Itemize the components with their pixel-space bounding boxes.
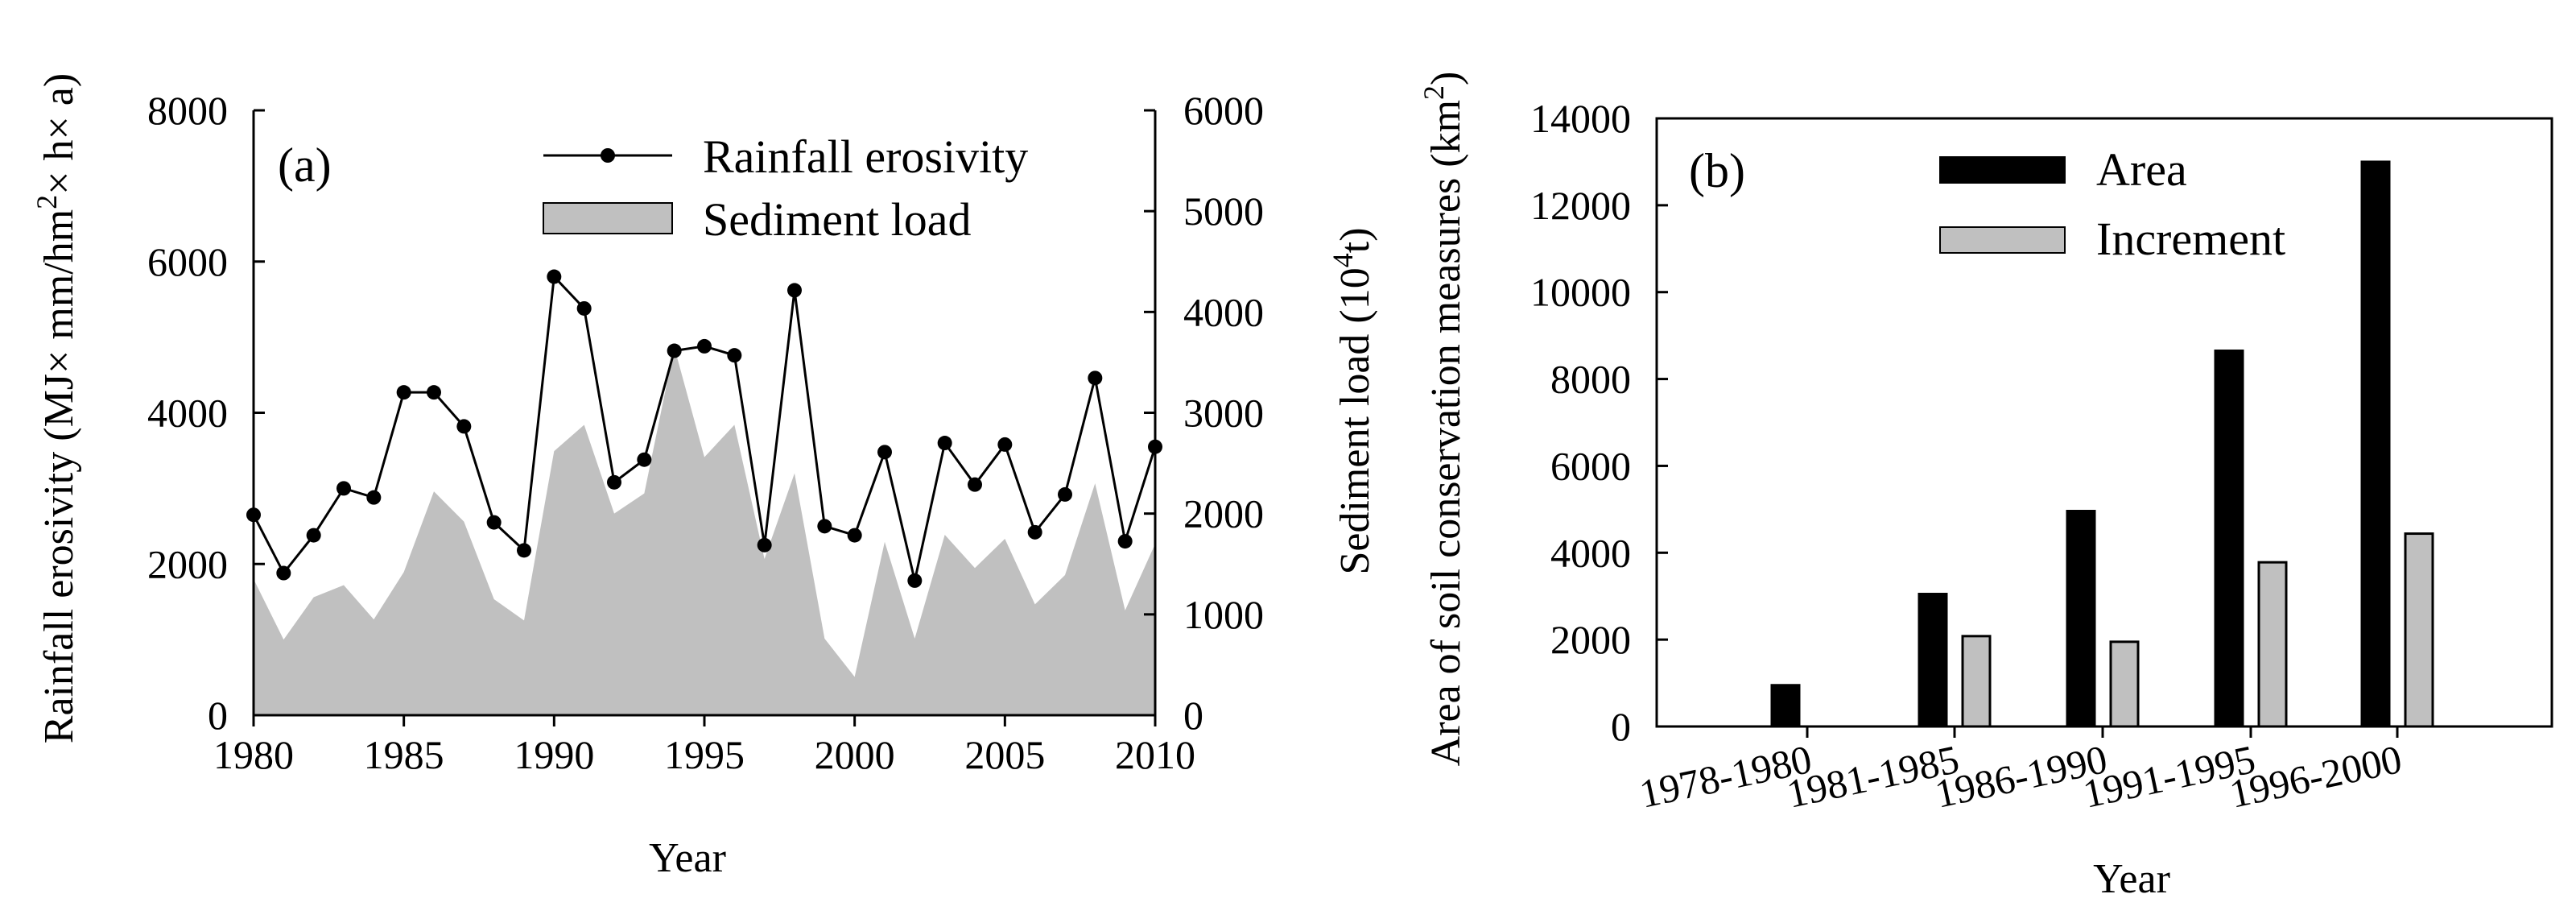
sediment-load-area: [254, 347, 1155, 715]
panel-a-x-tick-label: 1985: [364, 732, 444, 777]
panel-b-y-tick-label: 0: [1611, 704, 1631, 749]
panel-a-y-tick-label: 2000: [147, 541, 228, 586]
panel-b-y-tick-label: 8000: [1550, 357, 1631, 402]
bar-increment-1986-1990: [2109, 640, 2140, 728]
panel-a-y2-tick-label: 1000: [1183, 592, 1264, 637]
rainfall-point-1999: [817, 519, 832, 534]
rainfall-point-2005: [997, 437, 1013, 452]
panel-a-y-axis-title: Rainfall erosivity (MJ× mm/hm2× h× a): [31, 73, 82, 743]
rainfall-point-2000: [847, 528, 862, 543]
rainfall-point-2006: [1027, 524, 1042, 540]
rainfall-point-2007: [1058, 486, 1072, 502]
panel-b-y-tick-label: 14000: [1530, 96, 1631, 141]
bar-increment-1991-1995: [2257, 561, 2288, 728]
panel-a-y-tick-label: 4000: [147, 391, 228, 436]
panel-a-y2-tick-label: 0: [1183, 693, 1203, 738]
panel-b-y-tick-label: 2000: [1550, 617, 1631, 662]
panel-a-x-tick-label: 2010: [1115, 732, 1195, 777]
rainfall-point-1993: [637, 452, 652, 467]
panel-a-y-tick-label: 8000: [147, 88, 228, 133]
bar-area-1991-1995: [2214, 350, 2244, 728]
panel-a-x-axis-title: Year: [649, 835, 726, 881]
panel-b-y-tick-label: 6000: [1550, 443, 1631, 488]
panel-a-y2-tick-label: 6000: [1183, 88, 1264, 133]
rainfall-point-2003: [937, 436, 952, 451]
rainfall-point-1994: [667, 343, 682, 358]
panel-a-axes: 1980 1985 1990 1995 2000 2005 2010020004000600…: [147, 88, 1264, 777]
panel-b-y-axis-title: Area of soil conservation measures (km2): [1418, 72, 1469, 767]
panel-a-legend: Rainfall erosivity Sediment load: [543, 130, 1028, 246]
panel-a-y-tick-label: 6000: [147, 239, 228, 284]
panel-b-x-tick-label: 1996-2000: [2226, 736, 2406, 817]
rainfall-point-1996: [727, 348, 742, 363]
rainfall-point-1987: [456, 419, 472, 434]
bar-area-1981-1985: [1918, 593, 1948, 728]
rainfall-point-1983: [336, 481, 351, 496]
panel-a-x-tick-label: 2000: [815, 732, 895, 777]
legend-increment-label: Increment: [2096, 213, 2285, 265]
bar-area-1996-2000: [2360, 160, 2391, 728]
rainfall-point-1991: [576, 300, 592, 316]
panel-a-y-tick-label: 0: [208, 693, 228, 738]
rainfall-point-1990: [547, 269, 562, 284]
rainfall-point-2008: [1088, 370, 1103, 386]
legend-sediment-label: Sediment load: [703, 193, 971, 246]
bar-area-1986-1990: [2066, 510, 2096, 728]
rainfall-point-1997: [757, 537, 772, 553]
rainfall-point-2004: [968, 477, 982, 492]
panel-a-label: (a): [278, 139, 332, 192]
bar-increment-1996-2000: [2404, 532, 2434, 728]
sediment-area-layer: [254, 347, 1155, 715]
panel-b-y-tick-label: 12000: [1530, 183, 1631, 228]
panel-a-x-tick-label: 1980: [213, 732, 294, 777]
panel-a-y2-tick-label: 3000: [1183, 391, 1264, 436]
legend-rainfall-label: Rainfall erosivity: [703, 130, 1028, 183]
rainfall-point-1984: [366, 490, 382, 505]
panel-a-x-tick-label: 1995: [664, 732, 745, 777]
rainfall-point-1981: [276, 565, 291, 581]
rainfall-line-layer: [246, 269, 1162, 588]
rainfall-point-1995: [697, 338, 712, 354]
rainfall-point-1998: [787, 283, 802, 298]
panel-b-y-tick-label: 10000: [1530, 270, 1631, 315]
panel-b: 020004000600080001000012000140001978-198…: [1418, 72, 2553, 902]
panel-a-y2-tick-label: 2000: [1183, 491, 1264, 536]
legend-rainfall-marker: [601, 148, 615, 163]
panel-a-y2-axis-title: Sediment load (104t): [1327, 227, 1378, 574]
panel-a-y2-tick-label: 5000: [1183, 188, 1264, 234]
legend-area-label: Area: [2096, 143, 2187, 196]
panel-a-x-tick-label: 2005: [964, 732, 1045, 777]
rainfall-point-1982: [306, 528, 321, 543]
panel-b-axes: 020004000600080001000012000140001978-198…: [1530, 96, 2553, 817]
rainfall-point-1989: [517, 543, 531, 558]
rainfall-point-1988: [486, 515, 502, 530]
rainfall-point-2009: [1117, 534, 1133, 549]
panel-a-x-tick-label: 1990: [514, 732, 594, 777]
legend-increment-swatch: [1939, 226, 2066, 254]
panel-b-label: (b): [1689, 144, 1745, 197]
bar-area-1978-1980: [1770, 684, 1801, 728]
panel-b-y-tick-label: 4000: [1550, 530, 1631, 575]
rainfall-point-2002: [907, 573, 923, 588]
rainfall-point-1985: [396, 385, 411, 400]
bar-increment-1981-1985: [1961, 635, 1992, 728]
panel-b-frame: [1655, 117, 2553, 728]
panel-b-legend: Area Increment: [1939, 143, 2285, 265]
legend-sediment-swatch: [543, 202, 673, 234]
panel-b-bars: [1770, 160, 2434, 728]
rainfall-point-2001: [877, 445, 892, 460]
panel-a-y2-tick-label: 4000: [1183, 289, 1264, 334]
panel-a: 1980 1985 1990 1995 2000 2005 2010020004000600…: [31, 73, 1378, 881]
rainfall-point-1992: [607, 474, 621, 490]
rainfall-point-1986: [427, 385, 441, 400]
legend-area-swatch: [1939, 156, 2066, 184]
panel-b-x-axis-title: Year: [2093, 856, 2170, 902]
